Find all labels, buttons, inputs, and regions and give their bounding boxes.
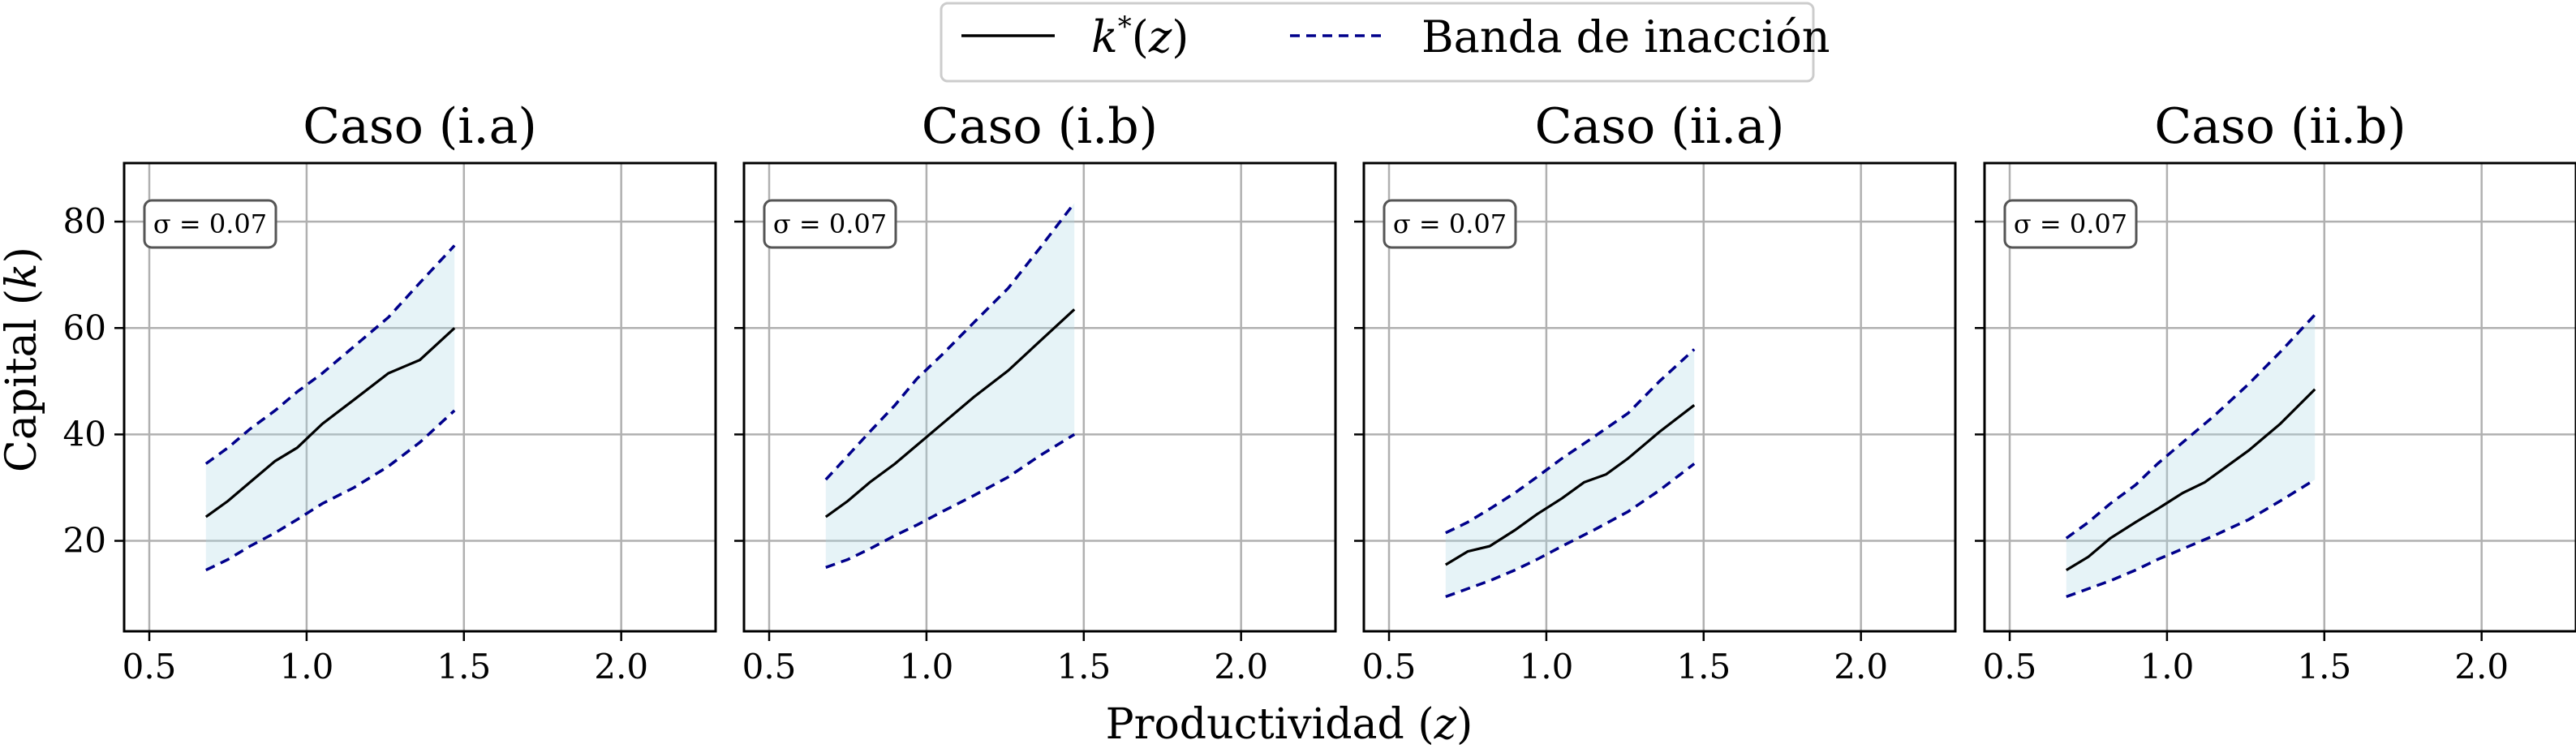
legend-label-optimal-arg: (	[1132, 11, 1149, 62]
optimal-capital-line	[1444, 404, 1696, 566]
x-axis-label: Productividad (z)	[1106, 700, 1473, 749]
y-axis-label-var: k	[0, 263, 46, 289]
sigma-annotation-box	[2003, 199, 2138, 249]
panel-1: 0.5 1.0 1.5 2.0 20 40 60 80 Caso (i.a) σ = 0.07	[63, 98, 717, 686]
panel-title: Caso (ii.b)	[2154, 98, 2406, 155]
x-tick-label: 0.5	[742, 647, 797, 686]
optimal-capital-line	[204, 327, 456, 518]
legend-frame	[940, 2, 1815, 83]
y-axis-label: Capital (k)	[0, 247, 46, 472]
band-lower-line	[1445, 463, 1696, 599]
x-tick-label: 1.5	[1676, 647, 1731, 686]
x-tick-label: 1.0	[1520, 647, 1574, 686]
optimal-capital-line	[2065, 388, 2316, 571]
panel-title: Caso (i.b)	[922, 98, 1158, 155]
x-tick-label: 0.5	[123, 647, 177, 686]
x-tick-label: 1.5	[2297, 647, 2351, 686]
x-tick-label: 1.5	[437, 647, 491, 686]
axes-frame	[1983, 161, 2576, 633]
x-tick-label: 1.0	[900, 647, 954, 686]
legend-label-optimal-k: k	[1091, 11, 1118, 62]
panel-title: Caso (i.a)	[303, 98, 537, 155]
legend-label-optimal-close: )	[1172, 11, 1189, 62]
band-lower-line	[2066, 478, 2316, 599]
legend-label-optimal-star: *	[1118, 11, 1132, 43]
legend-label-optimal: k*(z)	[1091, 11, 1189, 62]
axes-frame	[742, 161, 1337, 633]
x-tick-label: 2.0	[2454, 647, 2509, 686]
inaction-band-fill	[825, 203, 1075, 568]
band-upper-line	[1445, 348, 1696, 535]
panel-2: 0.5 1.0 1.5 2.0 Caso (i.b) σ = 0.07	[734, 98, 1337, 686]
sigma-annotation-box	[143, 199, 277, 249]
panel-4: 0.5 1.0 1.5 2.0 Caso (ii.b) σ = 0.07	[1975, 98, 2576, 686]
x-tick-label: 2.0	[594, 647, 648, 686]
panel-3: 0.5 1.0 1.5 2.0 Caso (ii.a) σ = 0.07	[1354, 98, 1957, 686]
axes-frame	[123, 161, 717, 633]
axes-frame	[1362, 161, 1957, 633]
legend-label-band: Banda de inacción	[1421, 11, 1830, 62]
x-tick-label: 2.0	[1834, 647, 1888, 686]
x-tick-label: 0.5	[1983, 647, 2037, 686]
x-tick-label: 1.5	[1056, 647, 1111, 686]
y-tick-label: 40	[63, 414, 106, 454]
inaction-band-fill	[1445, 349, 1695, 597]
legend-label-optimal-z: z	[1148, 11, 1172, 62]
sigma-annotation: σ = 0.07	[153, 209, 267, 239]
y-tick-label: 20	[63, 521, 106, 561]
sigma-annotation: σ = 0.07	[773, 209, 887, 239]
optimal-capital-line	[824, 308, 1076, 518]
sigma-annotation-box	[763, 199, 897, 249]
band-lower-line	[825, 432, 1076, 569]
sigma-annotation: σ = 0.07	[1393, 209, 1507, 239]
y-tick-label: 60	[63, 308, 106, 347]
x-tick-label: 1.0	[280, 647, 334, 686]
inaction-band-fill	[2066, 314, 2316, 597]
band-upper-line	[204, 244, 456, 465]
band-upper-line	[824, 202, 1076, 481]
inaction-band-fill	[205, 245, 455, 570]
sigma-annotation-box	[1383, 199, 1517, 249]
legend: k*(z) Banda de inacción	[940, 2, 1830, 83]
x-axis-label-var: z	[1434, 700, 1457, 749]
y-tick-label: 80	[63, 201, 106, 241]
x-tick-label: 2.0	[1214, 647, 1268, 686]
x-tick-label: 0.5	[1362, 647, 1417, 686]
x-tick-label: 1.0	[2140, 647, 2195, 686]
band-upper-line	[2065, 313, 2316, 540]
sigma-annotation: σ = 0.07	[2014, 209, 2127, 239]
panel-title: Caso (ii.a)	[1535, 98, 1785, 155]
band-lower-line	[205, 409, 456, 572]
